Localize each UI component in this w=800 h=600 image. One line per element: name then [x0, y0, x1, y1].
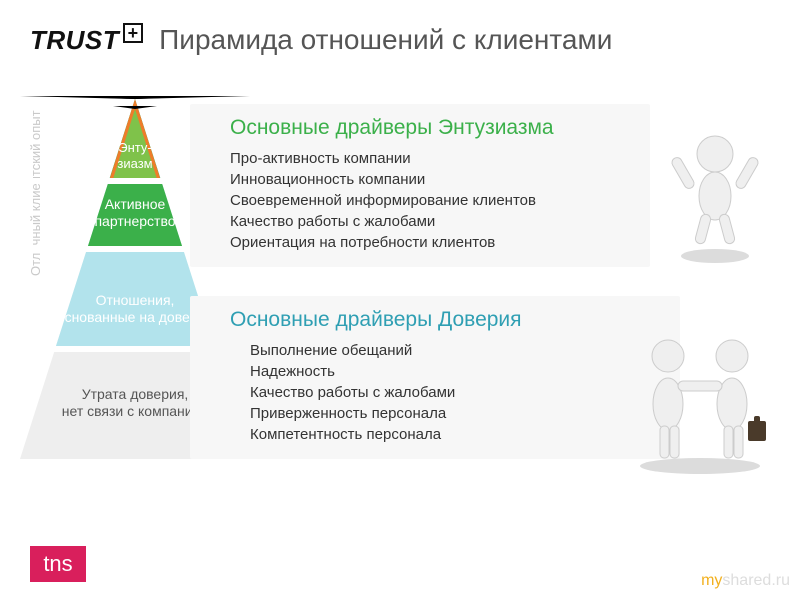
list-item: Выполнение обещаний [250, 340, 664, 361]
trust-logo: TRUST + [30, 25, 143, 56]
watermark: myshared.ru [701, 572, 790, 590]
slide-title: Пирамида отношений с клиентами [159, 24, 612, 56]
list-item: Ориентация на потребности клиентов [230, 232, 634, 253]
handshake-figure-icon [620, 326, 780, 476]
enthusiasm-list: Про-активность компании Инновационность … [230, 148, 634, 253]
list-item: Своевременной информирование клиентов [230, 190, 634, 211]
trust-logo-text: TRUST [30, 25, 119, 56]
list-item: Качество работы с жалобами [250, 382, 664, 403]
tns-logo: tns [30, 546, 86, 582]
trust-panel: Основные драйверы Доверия Выполнение обе… [190, 296, 680, 459]
list-item: Компетентность персонала [250, 424, 664, 445]
list-item: Надежность [250, 361, 664, 382]
enthusiasm-panel: Основные драйверы Энтузиазма Про-активно… [190, 104, 650, 267]
content-area: Отличный клиентский опыт Энту- зиазм Акт… [0, 66, 800, 546]
trust-heading: Основные драйверы Доверия [230, 308, 664, 332]
jumping-figure-icon [660, 126, 770, 266]
list-item: Инновационность компании [230, 169, 634, 190]
header: TRUST + Пирамида отношений с клиентами [0, 0, 800, 66]
list-item: Про-активность компании [230, 148, 634, 169]
enthusiasm-heading: Основные драйверы Энтузиазма [230, 116, 634, 140]
trust-list: Выполнение обещаний Надежность Качество … [230, 340, 664, 445]
plus-icon: + [123, 23, 143, 43]
list-item: Приверженность персонала [250, 403, 664, 424]
list-item: Качество работы с жалобами [230, 211, 634, 232]
